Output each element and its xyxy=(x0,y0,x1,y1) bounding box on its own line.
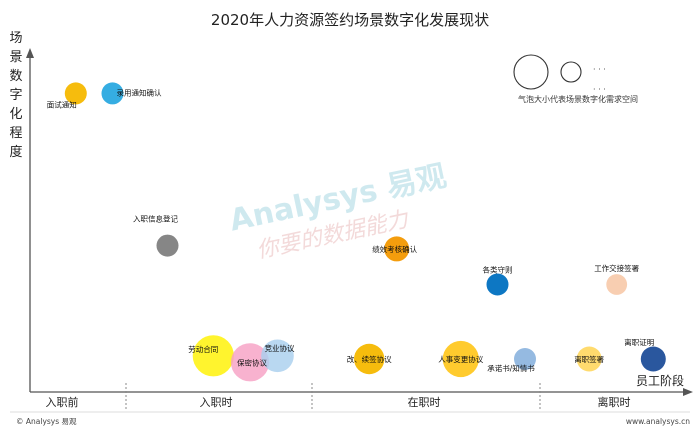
bubble-label: 保密协议 xyxy=(237,357,267,367)
footer-left: © Analysys 易观 xyxy=(16,417,77,426)
bubble-label: 人事变更协议 xyxy=(438,354,483,364)
bubble xyxy=(101,82,124,105)
legend-text: 气泡大小代表场景数字化需求空间 xyxy=(518,94,638,104)
bubble-label: 改、续签协议 xyxy=(347,354,392,364)
bubble xyxy=(640,346,666,372)
watermark: Analysys 易观 你要的数据能力 xyxy=(227,159,450,264)
bubble-label: 绩效考核确认 xyxy=(372,244,417,254)
bubble-label: 劳动合同 xyxy=(188,344,218,354)
y-axis-label-char: 景 xyxy=(9,50,22,65)
bubble-label: 各类守则 xyxy=(483,265,513,275)
bubble xyxy=(486,273,509,296)
stage-separators xyxy=(125,383,541,410)
stage-label: 在职时 xyxy=(408,396,441,409)
bubble xyxy=(576,346,602,372)
bubble xyxy=(64,82,87,105)
legend: · · · · · · 气泡大小代表场景数字化需求空间 xyxy=(513,54,638,104)
stage-labels: 入职前 入职时 在职时 离职时 xyxy=(46,395,631,409)
bubble-label: 离职证明 xyxy=(624,337,654,347)
bubble xyxy=(192,335,234,377)
y-axis-label-char: 程 xyxy=(9,126,22,141)
bubble xyxy=(514,348,536,370)
chart-title: 2020年人力资源签约场景数字化发展现状 xyxy=(211,11,489,29)
bubble xyxy=(230,343,270,382)
bubble-label: 承诺书/知情书 xyxy=(487,363,535,373)
stage-label: 入职前 xyxy=(46,395,79,409)
bubble xyxy=(354,343,385,375)
bubble-label: 离职签署 xyxy=(574,354,604,364)
bubble-label: 工作交接签署 xyxy=(594,263,639,273)
x-axis-arrow xyxy=(683,388,693,396)
legend-small-bubble xyxy=(560,61,582,83)
footer-right: www.analysys.cn xyxy=(626,417,690,426)
bubble-label: 入职信息登记 xyxy=(133,214,178,224)
y-axis-label-char: 数 xyxy=(9,69,22,84)
legend-dots: · · · xyxy=(593,65,606,74)
bubble-label: 录用通知确认 xyxy=(117,87,162,97)
legend-dots: · · · xyxy=(593,85,606,94)
y-axis-label-char: 度 xyxy=(9,144,22,160)
legend-large-bubble xyxy=(513,54,549,90)
y-axis-label-char: 化 xyxy=(9,107,22,122)
bubble xyxy=(156,234,179,257)
x-axis-label: 员工阶段 xyxy=(636,373,684,388)
stage-label: 离职时 xyxy=(598,395,631,409)
bubble xyxy=(442,340,479,378)
bubble xyxy=(261,339,294,373)
y-axis-label-char: 字 xyxy=(9,88,22,103)
y-axis-label-char: 场 xyxy=(9,31,22,46)
bubble-label: 竞业协议 xyxy=(265,343,295,353)
y-axis-arrow xyxy=(26,48,34,58)
stage-label: 入职时 xyxy=(200,396,233,409)
bubble xyxy=(606,274,628,295)
bubble xyxy=(384,236,410,262)
bubble-label: 面试通知 xyxy=(47,99,77,109)
